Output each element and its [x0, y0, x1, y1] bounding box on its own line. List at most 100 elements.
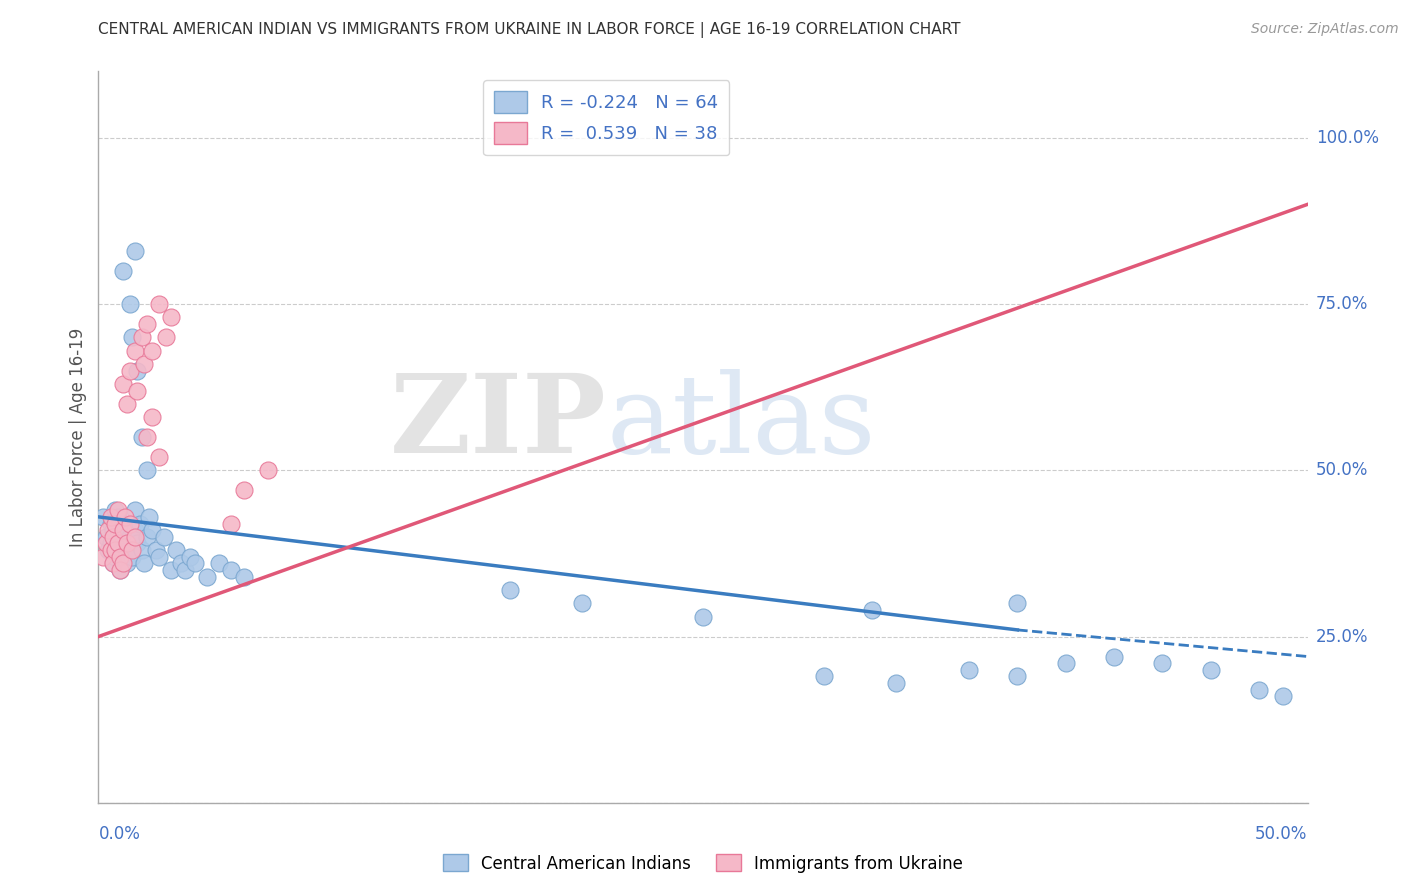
Point: [134, 557, 156, 571]
Point: [232, 570, 254, 584]
Point: [121, 543, 143, 558]
Point: [134, 357, 156, 371]
Point: [571, 596, 593, 610]
Point: [221, 516, 243, 531]
Point: [1007, 669, 1029, 683]
Point: [127, 536, 149, 550]
Point: [107, 509, 129, 524]
Point: [94, 536, 117, 550]
Point: [111, 557, 134, 571]
Point: [114, 509, 136, 524]
Legend: Central American Indians, Immigrants from Ukraine: Central American Indians, Immigrants fro…: [436, 847, 970, 880]
Point: [124, 503, 146, 517]
Text: atlas: atlas: [606, 369, 876, 476]
Point: [692, 609, 714, 624]
Point: [104, 516, 127, 531]
Point: [169, 557, 191, 571]
Point: [131, 430, 153, 444]
Point: [101, 557, 124, 571]
Point: [131, 543, 153, 558]
Point: [957, 663, 980, 677]
Point: [160, 310, 183, 325]
Text: 50.0%: 50.0%: [1256, 825, 1308, 843]
Point: [179, 549, 201, 564]
Point: [141, 343, 163, 358]
Point: [118, 516, 141, 531]
Point: [127, 384, 149, 398]
Point: [104, 503, 127, 517]
Point: [97, 523, 120, 537]
Point: [117, 543, 139, 558]
Point: [135, 430, 157, 444]
Point: [94, 530, 117, 544]
Point: [148, 450, 170, 464]
Point: [127, 363, 149, 377]
Point: [155, 330, 177, 344]
Text: Source: ZipAtlas.com: Source: ZipAtlas.com: [1251, 22, 1399, 37]
Point: [121, 330, 143, 344]
Point: [128, 516, 150, 531]
Point: [1249, 682, 1271, 697]
Legend: R = -0.224   N = 64, R =  0.539   N = 38: R = -0.224 N = 64, R = 0.539 N = 38: [484, 80, 730, 155]
Point: [118, 363, 141, 377]
Point: [141, 523, 163, 537]
Point: [232, 483, 254, 498]
Point: [221, 563, 243, 577]
Point: [145, 543, 167, 558]
Point: [148, 549, 170, 564]
Point: [97, 543, 120, 558]
Point: [118, 530, 141, 544]
Point: [195, 570, 218, 584]
Point: [107, 503, 129, 517]
Point: [124, 530, 146, 544]
Point: [91, 549, 114, 564]
Point: [124, 523, 146, 537]
Text: 75.0%: 75.0%: [1316, 295, 1368, 313]
Point: [256, 463, 278, 477]
Point: [104, 549, 127, 564]
Point: [111, 523, 134, 537]
Point: [1102, 649, 1125, 664]
Point: [108, 549, 131, 564]
Point: [498, 582, 520, 597]
Point: [111, 516, 134, 531]
Point: [886, 676, 908, 690]
Point: [108, 543, 131, 558]
Point: [148, 297, 170, 311]
Point: [135, 463, 157, 477]
Point: [117, 536, 139, 550]
Text: ZIP: ZIP: [389, 369, 606, 476]
Point: [121, 549, 143, 564]
Point: [1054, 656, 1077, 670]
Point: [91, 509, 114, 524]
Point: [1199, 663, 1222, 677]
Point: [100, 509, 122, 524]
Point: [117, 397, 139, 411]
Point: [208, 557, 231, 571]
Point: [141, 410, 163, 425]
Y-axis label: In Labor Force | Age 16-19: In Labor Force | Age 16-19: [69, 327, 87, 547]
Point: [107, 530, 129, 544]
Point: [100, 536, 122, 550]
Point: [160, 563, 183, 577]
Point: [184, 557, 207, 571]
Point: [860, 603, 883, 617]
Text: 25.0%: 25.0%: [1316, 628, 1368, 646]
Point: [131, 330, 153, 344]
Text: CENTRAL AMERICAN INDIAN VS IMMIGRANTS FROM UKRAINE IN LABOR FORCE | AGE 16-19 CO: CENTRAL AMERICAN INDIAN VS IMMIGRANTS FR…: [98, 22, 960, 38]
Point: [135, 530, 157, 544]
Point: [100, 543, 122, 558]
Point: [101, 530, 124, 544]
Point: [117, 557, 139, 571]
Point: [124, 244, 146, 258]
Point: [111, 376, 134, 391]
Point: [118, 297, 141, 311]
Point: [1152, 656, 1174, 670]
Point: [107, 536, 129, 550]
Point: [108, 563, 131, 577]
Point: [108, 563, 131, 577]
Text: 0.0%: 0.0%: [98, 825, 141, 843]
Text: 100.0%: 100.0%: [1316, 128, 1379, 147]
Point: [165, 543, 187, 558]
Point: [152, 530, 174, 544]
